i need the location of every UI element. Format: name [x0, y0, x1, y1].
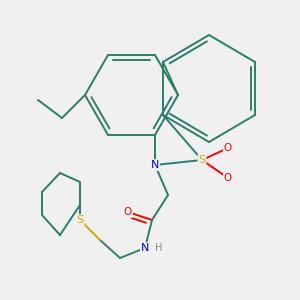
Text: H: H [155, 243, 163, 253]
Text: O: O [224, 143, 232, 153]
Text: S: S [76, 215, 84, 225]
Text: S: S [198, 155, 206, 165]
Text: O: O [124, 207, 132, 217]
Text: N: N [141, 243, 149, 253]
Text: O: O [224, 173, 232, 183]
Text: N: N [151, 160, 159, 170]
